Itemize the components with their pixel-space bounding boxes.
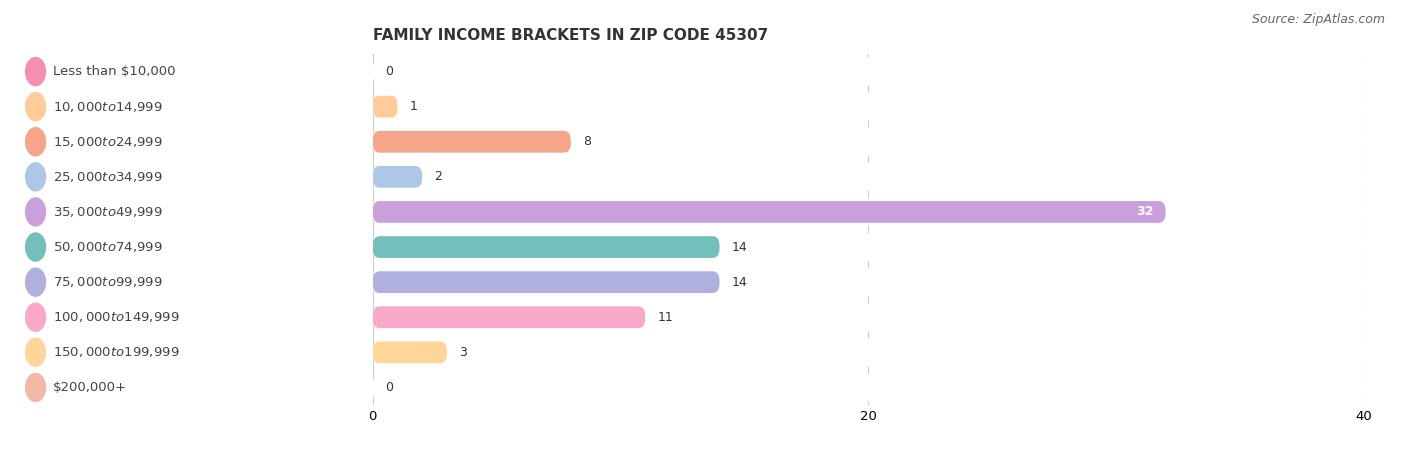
FancyBboxPatch shape: [373, 198, 1364, 226]
FancyBboxPatch shape: [25, 268, 360, 296]
Text: 2: 2: [434, 171, 443, 183]
FancyBboxPatch shape: [373, 271, 720, 293]
Text: $10,000 to $14,999: $10,000 to $14,999: [53, 99, 163, 114]
FancyBboxPatch shape: [373, 303, 1364, 331]
FancyBboxPatch shape: [373, 128, 1364, 156]
FancyBboxPatch shape: [25, 163, 360, 191]
Circle shape: [25, 233, 45, 261]
Circle shape: [25, 163, 45, 191]
Circle shape: [25, 93, 45, 121]
FancyBboxPatch shape: [373, 58, 1364, 86]
FancyBboxPatch shape: [373, 131, 571, 153]
Text: 14: 14: [733, 276, 748, 288]
FancyBboxPatch shape: [371, 377, 374, 398]
Text: $50,000 to $74,999: $50,000 to $74,999: [53, 240, 163, 254]
Circle shape: [25, 374, 45, 401]
Circle shape: [25, 268, 45, 296]
Text: 0: 0: [385, 65, 394, 78]
Circle shape: [25, 198, 45, 226]
Text: 14: 14: [733, 241, 748, 253]
Text: Source: ZipAtlas.com: Source: ZipAtlas.com: [1251, 14, 1385, 27]
Text: 0: 0: [385, 381, 394, 394]
FancyBboxPatch shape: [373, 342, 447, 363]
Text: FAMILY INCOME BRACKETS IN ZIP CODE 45307: FAMILY INCOME BRACKETS IN ZIP CODE 45307: [373, 28, 768, 43]
Text: 32: 32: [1136, 206, 1153, 218]
Circle shape: [25, 128, 45, 156]
Text: 1: 1: [409, 100, 418, 113]
FancyBboxPatch shape: [25, 374, 360, 401]
Text: $75,000 to $99,999: $75,000 to $99,999: [53, 275, 163, 289]
FancyBboxPatch shape: [371, 61, 374, 82]
Text: Less than $10,000: Less than $10,000: [53, 65, 176, 78]
Text: $100,000 to $149,999: $100,000 to $149,999: [53, 310, 180, 324]
FancyBboxPatch shape: [373, 166, 422, 188]
FancyBboxPatch shape: [25, 93, 360, 121]
FancyBboxPatch shape: [25, 128, 360, 156]
Text: $25,000 to $34,999: $25,000 to $34,999: [53, 170, 163, 184]
Text: 8: 8: [583, 135, 592, 148]
Text: $15,000 to $24,999: $15,000 to $24,999: [53, 135, 163, 149]
FancyBboxPatch shape: [373, 233, 1364, 261]
FancyBboxPatch shape: [25, 198, 360, 226]
Circle shape: [25, 338, 45, 366]
FancyBboxPatch shape: [373, 96, 398, 117]
FancyBboxPatch shape: [373, 374, 1364, 401]
Text: 11: 11: [658, 311, 673, 324]
FancyBboxPatch shape: [25, 58, 360, 86]
Text: 3: 3: [460, 346, 467, 359]
Text: $150,000 to $199,999: $150,000 to $199,999: [53, 345, 180, 360]
FancyBboxPatch shape: [373, 93, 1364, 121]
Text: $200,000+: $200,000+: [53, 381, 127, 394]
FancyBboxPatch shape: [25, 233, 360, 261]
Circle shape: [25, 58, 45, 86]
FancyBboxPatch shape: [373, 338, 1364, 366]
FancyBboxPatch shape: [373, 268, 1364, 296]
FancyBboxPatch shape: [373, 163, 1364, 191]
Circle shape: [25, 303, 45, 331]
FancyBboxPatch shape: [373, 306, 645, 328]
FancyBboxPatch shape: [373, 236, 720, 258]
FancyBboxPatch shape: [373, 201, 1166, 223]
FancyBboxPatch shape: [25, 303, 360, 331]
FancyBboxPatch shape: [25, 338, 360, 366]
Text: $35,000 to $49,999: $35,000 to $49,999: [53, 205, 163, 219]
